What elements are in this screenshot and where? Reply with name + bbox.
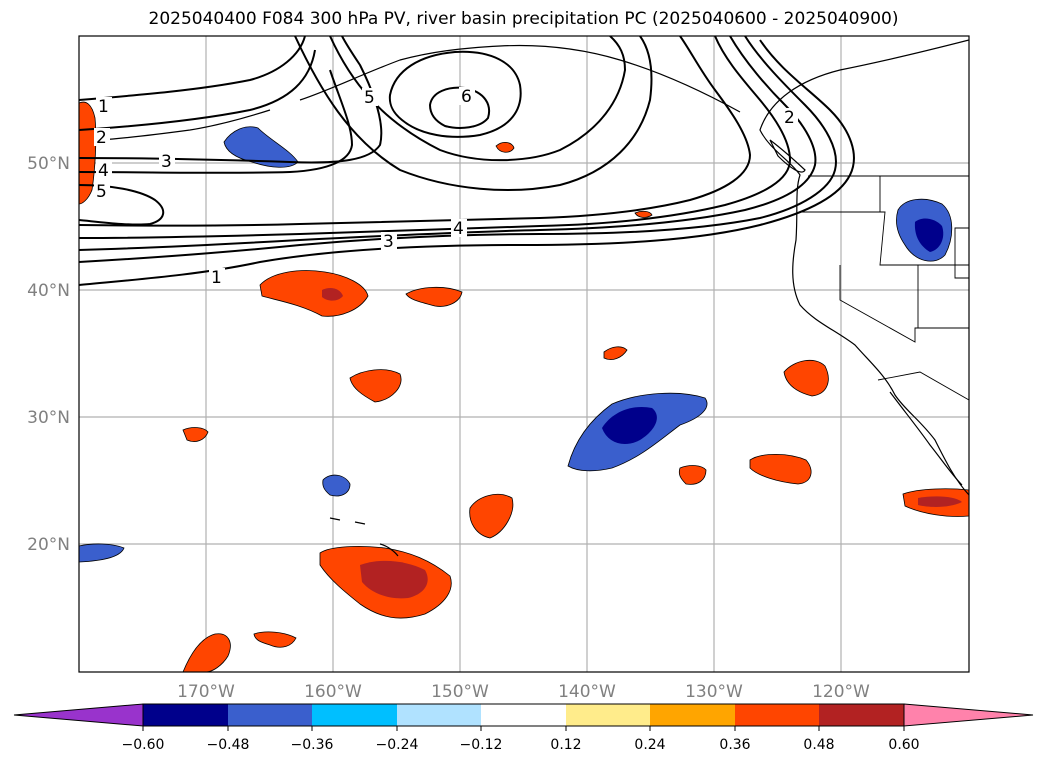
colorbar-tick-label: −0.60 xyxy=(122,737,165,753)
colorbar-bin xyxy=(650,704,735,726)
colorbar-tick-label: 0.36 xyxy=(719,737,750,753)
baja-california xyxy=(889,391,963,486)
colorbar: −0.60 −0.48 −0.36 −0.24 −0.12 0.12 0.24 … xyxy=(13,703,1034,753)
pv-contour-left-5 xyxy=(79,184,165,226)
longitude-labels: 170°W 160°W 150°W 140°W 130°W 120°W xyxy=(177,682,870,702)
contour-label: 1 xyxy=(98,97,109,117)
colorbar-extend-min xyxy=(13,703,144,727)
precip-blob xyxy=(603,346,628,360)
pv-contour-6-outer xyxy=(388,50,522,138)
contour-label: 3 xyxy=(161,152,172,172)
colorbar-tick-label: 0.60 xyxy=(888,737,919,753)
contour-label: 5 xyxy=(96,182,107,202)
contour-labels: 1 2 3 4 5 6 2 3 4 5 1 xyxy=(94,87,798,288)
colorbar-tick-label: 0.24 xyxy=(634,737,665,753)
colorbar-tick-label: 0.48 xyxy=(803,737,834,753)
aleutian-islands xyxy=(99,109,271,141)
contour-label: 2 xyxy=(96,128,107,148)
contour-label: 3 xyxy=(383,232,394,252)
precip-blob xyxy=(322,288,343,301)
lat-label: 20°N xyxy=(27,535,70,555)
precip-blob xyxy=(749,453,812,485)
colorbar-tick-label: 0.12 xyxy=(550,737,581,753)
hawaiian-islands xyxy=(329,517,399,557)
lon-label: 130°W xyxy=(685,682,743,702)
negative-precip-regions xyxy=(79,126,953,563)
map-frame xyxy=(78,35,970,673)
north-america-coast xyxy=(759,39,969,496)
lat-label: 50°N xyxy=(27,154,70,174)
precip-blob xyxy=(259,270,369,317)
precip-blob xyxy=(79,543,125,563)
precip-blob xyxy=(253,631,297,648)
precip-blob xyxy=(182,427,209,442)
lat-label: 30°N xyxy=(27,408,70,428)
colorbar-extend-max xyxy=(903,703,1034,727)
political-borders xyxy=(800,175,969,401)
alaska-coast xyxy=(299,44,741,113)
positive-precip-regions xyxy=(79,101,969,672)
gridlines xyxy=(79,36,969,672)
colorbar-bin xyxy=(566,704,650,726)
pv-contour-left-3 xyxy=(79,36,383,164)
colorbar-bin xyxy=(481,704,566,726)
precip-blob xyxy=(360,560,428,599)
colorbar-tick-label: −0.24 xyxy=(376,737,419,753)
lon-label: 170°W xyxy=(177,682,235,702)
contour-label: 1 xyxy=(211,268,222,288)
pv-contour-2 xyxy=(79,36,837,263)
pv-contour-6 xyxy=(428,86,490,129)
colorbar-bin xyxy=(397,704,481,726)
contour-label: 4 xyxy=(98,161,109,181)
precip-blob xyxy=(322,474,351,497)
lon-label: 160°W xyxy=(304,682,362,702)
vancouver-island xyxy=(769,139,806,173)
colorbar-bin xyxy=(228,704,312,726)
precip-blob xyxy=(182,633,231,672)
precip-blob xyxy=(495,142,515,153)
colorbar-tick-label: −0.12 xyxy=(460,737,503,753)
pv-contour-inner-5 xyxy=(329,36,627,162)
contour-label: 2 xyxy=(784,108,795,128)
contour-label: 4 xyxy=(453,219,464,239)
coastlines xyxy=(99,39,969,557)
lon-label: 150°W xyxy=(431,682,489,702)
colorbar-bin xyxy=(312,704,397,726)
precip-blob xyxy=(783,359,829,397)
precip-blob xyxy=(405,286,463,307)
pv-contour-5 xyxy=(79,36,752,227)
colorbar-tick-label: −0.48 xyxy=(207,737,250,753)
pv-contour-left-1 xyxy=(79,36,306,101)
lon-label: 120°W xyxy=(812,682,870,702)
precip-blob xyxy=(678,465,707,485)
precip-blob xyxy=(469,494,514,539)
precip-blob xyxy=(602,406,657,444)
lon-label: 140°W xyxy=(558,682,616,702)
chart-title: 2025040400 F084 300 hPa PV, river basin … xyxy=(148,9,899,29)
precip-blob xyxy=(634,210,653,218)
pv-contour-left-4 xyxy=(79,69,354,174)
colorbar-bin xyxy=(819,704,904,726)
pv-contour-1 xyxy=(79,39,855,286)
contour-label: 5 xyxy=(364,88,375,108)
map-area xyxy=(79,36,969,672)
colorbar-tick-label: −0.36 xyxy=(291,737,334,753)
colorbar-ticks xyxy=(142,726,905,731)
contour-label: 6 xyxy=(461,87,472,107)
pv-contour-4 xyxy=(79,36,792,239)
latitude-labels: 50°N 40°N 30°N 20°N xyxy=(27,154,70,555)
precip-blob xyxy=(914,218,944,252)
colorbar-bin xyxy=(735,704,819,726)
colorbar-bin xyxy=(143,704,228,726)
lat-label: 40°N xyxy=(27,281,70,301)
pv-contour-left-2 xyxy=(79,49,316,131)
precip-blob xyxy=(918,496,962,507)
precip-blob xyxy=(349,369,402,403)
